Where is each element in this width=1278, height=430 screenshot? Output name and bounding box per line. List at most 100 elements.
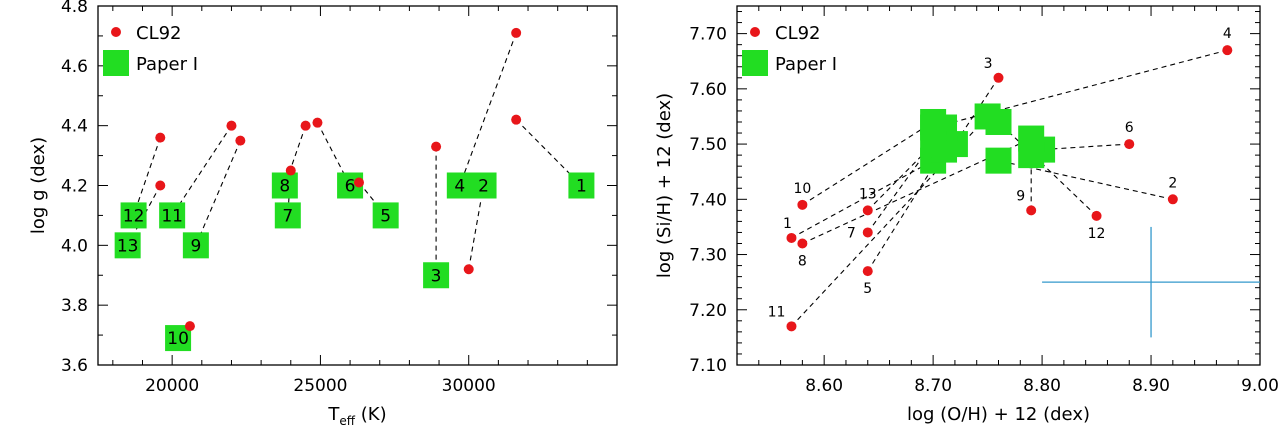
cl92-marker-8 <box>797 238 808 249</box>
connector-line-12 <box>133 137 161 216</box>
cl92-label-9: 9 <box>1016 188 1025 204</box>
legend-paper1-label: Paper I <box>136 54 198 75</box>
cl92-marker-13 <box>862 205 873 216</box>
cl92-marker-10 <box>797 199 808 210</box>
y-tick-label: 7.50 <box>689 135 727 155</box>
cl92-label-11: 11 <box>768 304 786 320</box>
cl92-marker-2 <box>1167 194 1178 205</box>
y-tick-label: 4.8 <box>61 0 88 17</box>
y-tick-label: 7.40 <box>689 190 727 210</box>
cl92-label-4: 4 <box>1223 26 1232 42</box>
cl92-label-5: 5 <box>863 281 872 297</box>
x-axis-label: log (O/H) + 12 (dex) <box>907 404 1090 425</box>
paper1-marker-2 <box>985 147 1012 174</box>
y-axis-label: log g (dex) <box>28 137 49 234</box>
cl92-marker-6 <box>1124 139 1135 150</box>
legend-paper1-marker <box>742 50 768 76</box>
cl92-marker-6 <box>312 117 323 128</box>
x-tick-label: 25000 <box>293 376 347 396</box>
paper1-label-1: 1 <box>576 177 587 197</box>
paper1-marker-11 <box>159 202 186 229</box>
cl92-marker-7 <box>862 227 873 238</box>
paper1-marker-13 <box>114 232 141 259</box>
paper1-label-11: 11 <box>161 206 183 226</box>
y-tick-label: 3.8 <box>61 296 88 316</box>
legend-cl92-label: CL92 <box>136 23 182 44</box>
paper1-label-6: 6 <box>345 177 356 197</box>
cl92-marker-5 <box>862 266 873 277</box>
x-tick-label: 8.70 <box>914 376 952 396</box>
paper1-label-4: 4 <box>454 177 465 197</box>
paper1-label-10: 10 <box>167 329 189 349</box>
x-tick-label: 8.90 <box>1132 376 1170 396</box>
y-tick-label: 7.10 <box>689 356 727 376</box>
cl92-label-13: 13 <box>859 186 877 202</box>
cl92-marker-1 <box>511 114 522 125</box>
paper1-label-13: 13 <box>117 236 139 256</box>
cl92-marker-5 <box>353 177 364 188</box>
cl92-marker-11 <box>226 120 237 131</box>
cl92-label-12: 12 <box>1088 226 1106 242</box>
cl92-marker-11 <box>786 321 797 332</box>
x-tick-label: 20000 <box>145 376 199 396</box>
connector-line-1 <box>515 119 582 186</box>
y-tick-label: 7.70 <box>689 25 727 45</box>
x-axis-label: Teff (K) <box>327 404 386 428</box>
paper1-marker-12 <box>120 202 147 229</box>
paper1-label-5: 5 <box>380 206 391 226</box>
paper1-marker-8 <box>271 172 298 199</box>
cl92-marker-13 <box>155 180 166 191</box>
paper1-marker-13 <box>920 131 947 158</box>
x-tick-label: 9.00 <box>1241 376 1278 396</box>
paper1-label-2: 2 <box>478 177 489 197</box>
y-axis-label: log (Si/H) + 12 (dex) <box>654 93 675 278</box>
x-tick-label: 8.80 <box>1023 376 1061 396</box>
cl92-marker-8 <box>300 120 311 131</box>
cl92-marker-2 <box>463 264 474 275</box>
connector-line-12 <box>998 121 1097 217</box>
y-tick-label: 7.30 <box>689 246 727 266</box>
paper1-marker-7 <box>274 202 301 229</box>
paper1-label-8: 8 <box>279 177 290 197</box>
y-tick-label: 3.6 <box>61 356 88 376</box>
paper1-marker-10 <box>920 108 947 135</box>
paper1-marker-2 <box>470 172 497 199</box>
legend-paper1-label: Paper I <box>775 54 837 75</box>
connector-line-11 <box>791 116 989 327</box>
x-tick-label: 30000 <box>442 376 496 396</box>
connector-line-13 <box>867 143 934 211</box>
cl92-marker-3 <box>993 72 1004 83</box>
paper1-label-9: 9 <box>190 236 201 256</box>
paper1-label-3: 3 <box>431 266 442 286</box>
paper1-label-12: 12 <box>123 206 145 226</box>
y-tick-label: 4.0 <box>61 236 88 256</box>
cl92-marker-12 <box>1091 210 1102 221</box>
cl92-marker-9 <box>1026 205 1037 216</box>
chart-panel-2: 8.60 8.70 8.80 8.90 9.00 7.10 7.20 7.30 7.40 7.50… <box>654 5 1278 425</box>
connector-line-10 <box>802 121 934 206</box>
connector-line-11 <box>171 125 232 216</box>
cl92-label-1: 1 <box>783 216 792 232</box>
y-tick-label: 7.20 <box>689 301 727 321</box>
connector-line-5 <box>358 182 387 216</box>
y-tick-label: 7.60 <box>689 80 727 100</box>
x-tick-label: 8.60 <box>805 376 843 396</box>
cl92-label-3: 3 <box>984 56 993 72</box>
legend-cl92-marker <box>111 27 121 37</box>
paper1-marker-1 <box>568 172 595 199</box>
connector-line-6 <box>1042 143 1130 151</box>
cl92-marker-12 <box>155 132 166 143</box>
cl92-marker-10 <box>184 321 195 332</box>
legend-paper1-marker <box>103 50 129 76</box>
cl92-label-7: 7 <box>847 225 856 241</box>
y-tick-label: 4.4 <box>61 117 88 137</box>
cl92-marker-7 <box>285 165 296 176</box>
connector-line-9 <box>195 140 241 246</box>
cl92-marker-1 <box>786 232 797 243</box>
cl92-label-6: 6 <box>1125 120 1134 136</box>
cl92-label-2: 2 <box>1168 175 1177 191</box>
y-tick-label: 4.6 <box>61 57 88 77</box>
chart-panel-1: 20000 25000 30000 3.6 3.8 4.0 4.2 4.4 4.6 4.8 Teff… <box>28 0 618 428</box>
cl92-marker-9 <box>235 135 246 146</box>
paper1-marker-3 <box>423 262 450 289</box>
